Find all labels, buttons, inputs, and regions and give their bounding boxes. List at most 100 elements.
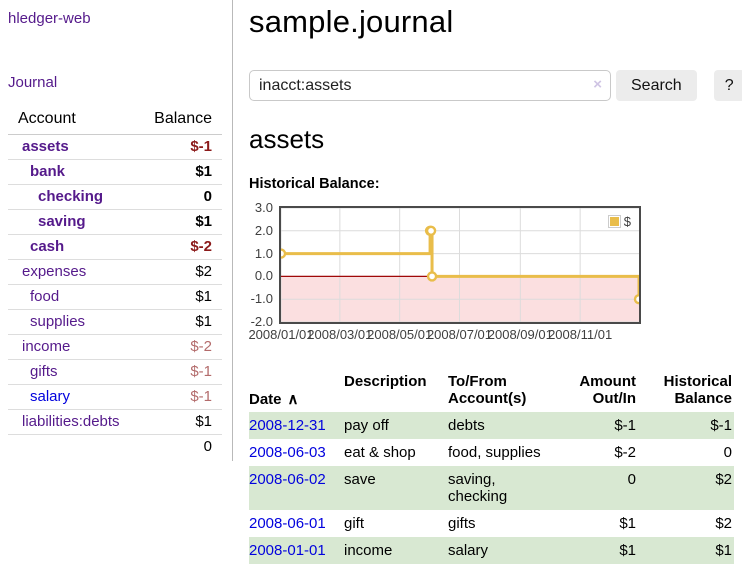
transaction-row: 2008-01-01 income salary $1 $1 (249, 537, 734, 564)
transaction-amount: $-2 (614, 444, 636, 461)
account-balance: 0 (134, 184, 222, 210)
account-row: cash $-2 (8, 234, 222, 260)
account-link[interactable]: food (30, 288, 60, 305)
transaction-description: pay off (344, 412, 448, 439)
account-link[interactable]: gifts (30, 363, 58, 380)
page-title: sample.journal (249, 4, 454, 39)
clear-search-icon[interactable]: × (593, 76, 602, 93)
amount-column-header: Amount Out/In (579, 373, 636, 407)
chart-legend: $ (607, 214, 631, 229)
transaction-balance: 0 (723, 444, 732, 461)
transaction-description: gift (344, 515, 365, 532)
account-link[interactable]: supplies (30, 313, 86, 330)
transaction-amount: $1 (619, 515, 636, 532)
transaction-description: income (344, 537, 448, 564)
account-link[interactable]: checking (38, 188, 104, 205)
sidebar-item-journal[interactable]: Journal (8, 74, 58, 91)
x-tick-label: 2008/03/01 (307, 327, 373, 342)
account-link[interactable]: assets (22, 138, 69, 155)
transaction-date-link[interactable]: 2008-01-01 (249, 542, 326, 559)
account-link[interactable]: income (22, 338, 71, 355)
tofrom-column-header: To/From Account(s) (448, 373, 527, 407)
brand-link[interactable]: hledger-web (8, 10, 91, 27)
account-row: checking 0 (8, 184, 222, 210)
date-column-header[interactable]: Date ∧ (249, 369, 344, 412)
account-link[interactable]: saving (38, 213, 86, 230)
account-row: supplies $1 (8, 309, 222, 335)
account-balance: $-2 (134, 334, 222, 360)
y-tick-label: 1.0 (254, 245, 273, 261)
x-tick-label: 2008/05/01 (367, 327, 433, 342)
transaction-date-link[interactable]: 2008-06-01 (249, 515, 326, 532)
account-link[interactable]: bank (30, 163, 66, 180)
transaction-date-link[interactable]: 2008-06-02 (249, 471, 326, 488)
balance-column-header-register: Historical Balance (663, 373, 732, 407)
legend-swatch-icon (607, 215, 621, 228)
transaction-date-link[interactable]: 2008-06-03 (249, 444, 326, 461)
transaction-balance: $-1 (638, 412, 734, 439)
account-row: liabilities:debts $1 (8, 409, 222, 435)
account-link[interactable]: expenses (22, 263, 87, 280)
x-tick-label: 2008/09/01 (487, 327, 553, 342)
transaction-accounts: food, supplies (448, 444, 541, 461)
account-row: gifts $-1 (8, 359, 222, 385)
transaction-balance: $2 (638, 466, 734, 510)
total-row: 0 (8, 434, 222, 459)
y-tick-label: 3.0 (254, 200, 273, 215)
sort-ascending-icon: ∧ (287, 391, 299, 408)
transaction-accounts: salary (448, 537, 548, 564)
register-table: Date ∧ Description To/From Account(s) Amo… (249, 369, 734, 564)
date-header-label: Date (249, 391, 282, 408)
account-row: bank $1 (8, 159, 222, 185)
account-balance: $-1 (134, 134, 222, 160)
chart-plot-area: $ (279, 206, 641, 324)
chart-y-axis-labels: 3.0 2.0 1.0 0.0 -1.0 -2.0 (249, 200, 275, 329)
account-row: salary $-1 (8, 384, 222, 410)
x-tick-label: 2008/07/01 (426, 327, 493, 342)
search-input[interactable] (249, 70, 611, 101)
y-tick-label: -1.0 (250, 291, 273, 307)
account-balance: $1 (134, 159, 222, 185)
account-balance: $-1 (134, 359, 222, 385)
help-button[interactable]: ? (713, 70, 742, 101)
account-balance: $1 (134, 209, 222, 235)
transaction-balance: $1 (638, 537, 734, 564)
transaction-balance: $2 (715, 515, 732, 532)
account-heading: assets (249, 124, 325, 154)
transaction-accounts: gifts (448, 515, 476, 532)
search-button[interactable]: Search (616, 70, 697, 101)
transaction-row: 2008-06-03 eat & shop food, supplies $-2… (249, 439, 734, 466)
balance-column-header: Balance (134, 108, 222, 135)
transaction-row: 2008-06-01 gift gifts $1 $2 (249, 510, 734, 537)
account-balance: $1 (134, 309, 222, 335)
account-balance: $-1 (134, 384, 222, 410)
transaction-amount: $-1 (548, 412, 638, 439)
transaction-date-link[interactable]: 2008-12-31 (249, 417, 326, 434)
account-balance-table: Account Balance assets $-1 bank $1 check… (8, 108, 222, 459)
y-tick-label: -2.0 (250, 314, 273, 329)
legend-label: $ (623, 214, 631, 229)
y-tick-label: 0.0 (254, 268, 273, 284)
account-link[interactable]: cash (30, 238, 65, 255)
account-row: saving $1 (8, 209, 222, 235)
transaction-description: eat & shop (344, 444, 416, 461)
transaction-accounts: debts (448, 412, 548, 439)
transaction-description: save (344, 466, 448, 510)
description-column-header: Description (344, 373, 427, 390)
x-tick-label: 2008/11/01 (548, 327, 613, 342)
total-balance: 0 (134, 434, 222, 459)
account-balance: $1 (134, 409, 222, 435)
chart-title: Historical Balance: (249, 176, 380, 192)
historical-balance-chart: 3.0 2.0 1.0 0.0 -1.0 -2.0 $ 2008/01/01 2008/03… (248, 200, 669, 348)
account-row: assets $-1 (8, 134, 222, 160)
account-row: expenses $2 (8, 259, 222, 285)
account-balance: $1 (134, 284, 222, 310)
account-link[interactable]: salary (30, 388, 71, 405)
transaction-row: 2008-06-02 save saving, checking 0 $2 (249, 466, 734, 510)
transaction-accounts: saving, checking (448, 466, 548, 510)
account-link[interactable]: liabilities:debts (22, 413, 120, 430)
account-column-header: Account (8, 108, 135, 135)
chart-x-axis-labels: 2008/01/01 2008/03/01 2008/05/01 2008/07/01… (248, 327, 641, 345)
account-balance: $-2 (134, 234, 222, 260)
